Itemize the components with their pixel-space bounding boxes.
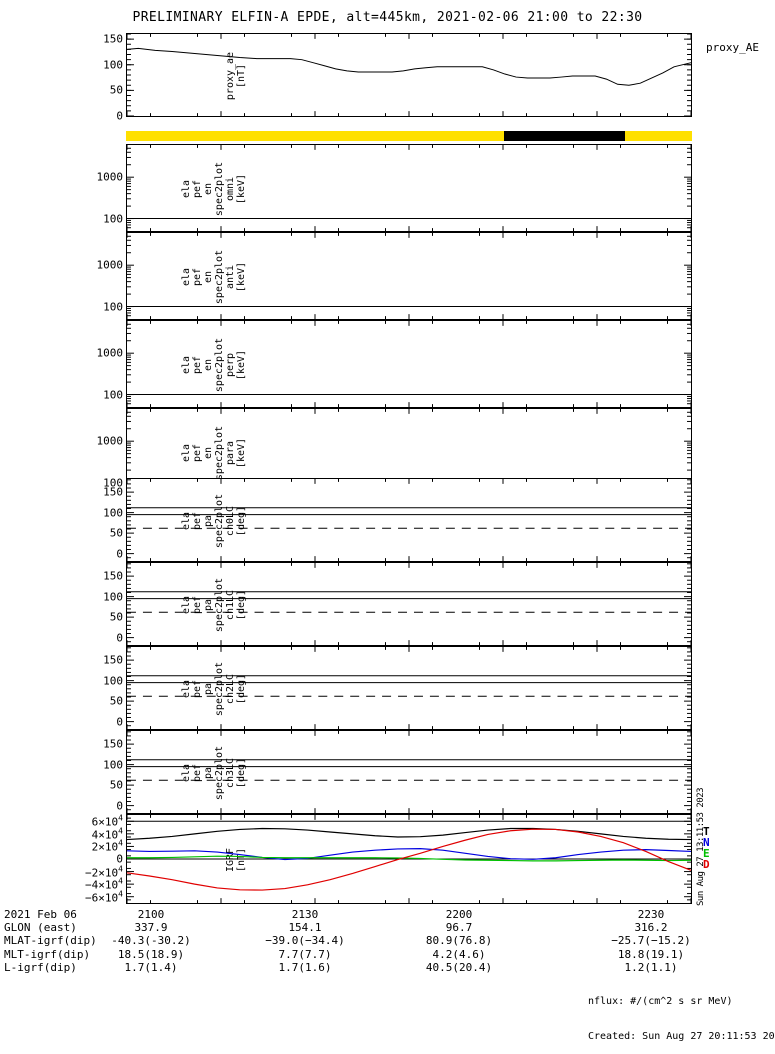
y-tick-label: 150 [103, 653, 123, 667]
table-cell: 2230 [637, 908, 665, 921]
panel-pitch-angle-3: 150 100 50 0 ela pef pa spec2plot ch3LC [deg] [103, 730, 692, 814]
panel-pitch-angle-2: 150 100 50 0 ela pef pa spec2plot ch2LC [deg] [103, 646, 692, 730]
table-cell: 4.2(4.6) [432, 947, 486, 961]
y-tick-label: 0 [116, 109, 123, 123]
table-row-label: MLT-igrf(dip) [4, 947, 91, 961]
y-tick-label: 100 [103, 590, 123, 604]
y-tick-label: 1000 [96, 346, 124, 360]
panel-plot-area [126, 321, 692, 407]
y-tick-label: 50 [109, 83, 123, 97]
y-tick-label: 50 [109, 694, 123, 708]
table-cell: 337.9 [134, 921, 168, 935]
y-tick-label: 100 [103, 506, 123, 520]
igrf-trace-T [126, 827, 692, 841]
y-tick-label: 150 [103, 32, 123, 46]
y-tick-label: 100 [103, 674, 123, 688]
panel-plot-area [126, 647, 692, 729]
y-tick-label: 1000 [96, 258, 124, 272]
igrf-legend-E: E [703, 847, 710, 860]
state-bar-segment-0 [126, 131, 505, 141]
y-tick-label: 0 [116, 799, 123, 813]
y-tick-label: 4×104 [91, 826, 123, 842]
table-cell: 2130 [291, 908, 319, 921]
panel-plot-area [126, 731, 692, 813]
panel-plot-area [126, 145, 692, 231]
y-tick-label: 100 [103, 476, 123, 490]
igrf-trace-N [126, 848, 692, 861]
table-cell: 96.7 [445, 921, 473, 935]
igrf-trace-D [126, 828, 692, 891]
y-tick-label: 50 [109, 610, 123, 624]
y-tick-label: 150 [103, 485, 123, 499]
y-tick-label: 50 [109, 778, 123, 792]
panel-plot-area [126, 479, 692, 561]
table-cell: −25.7(−15.2) [611, 934, 691, 948]
igrf-legend-T: T [703, 825, 710, 838]
y-tick-label: 100 [103, 388, 123, 402]
table-cell: -40.3(-30.2) [111, 934, 191, 948]
y-tick-label: 1000 [96, 434, 124, 448]
proxy-ae-legend-label: proxy_AE [706, 41, 759, 54]
y-tick-label: 100 [103, 300, 123, 314]
y-tick-label: 0 [116, 715, 123, 729]
igrf-created-vertical: Sun Aug 27 13:11:53 2023 [696, 787, 706, 906]
y-tick-label: 0 [116, 852, 123, 866]
table-row-label: GLON (east) [4, 921, 77, 935]
panel-proxy-ae: 150 100 50 0 proxy_ae [nT] [103, 33, 692, 122]
panel-plot-area [126, 233, 692, 319]
created-timestamp: Created: Sun Aug 27 20:11:53 2023 [588, 1030, 775, 1042]
table-cell: 316.2 [634, 921, 668, 935]
nflux-units: nflux: #/(cm^2 s sr MeV) [588, 996, 733, 1007]
y-tick-label: −4×104 [85, 876, 123, 892]
y-tick-label: 50 [109, 526, 123, 540]
panel-plot-area [126, 815, 692, 903]
table-cell: 154.1 [288, 921, 322, 935]
table-row-label: MLAT-igrf(dip) [4, 934, 97, 948]
panel-pitch-angle-0: 150 100 50 0 ela pef pa spec2plot ch0LC [deg] [103, 478, 692, 562]
panel-energy-spectrogram-2: 1000 100 ela pef en spec2plot perp [keV] [97, 320, 692, 408]
y-tick-label: 0 [116, 631, 123, 645]
table-cell: 80.9(76.8) [425, 934, 493, 948]
igrf-trace-E [127, 855, 692, 862]
table-cell: 7.7(7.7) [278, 947, 332, 961]
y-tick-label: 100 [103, 758, 123, 772]
y-tick-label: 150 [103, 737, 123, 751]
table-row-label: 2021 Feb 06 [4, 908, 77, 921]
igrf-legend-N: N [703, 836, 710, 849]
y-tick-label: −2×104 [85, 864, 123, 879]
table-cell: 2200 [445, 908, 473, 921]
panel-plot-area [126, 33, 692, 117]
y-tick-label: 0 [116, 547, 123, 561]
credits-block: nflux: #/(cm^2 s sr MeV) Created: Sun Au… [588, 973, 775, 1054]
y-tick-label: 100 [103, 58, 123, 72]
panel-energy-spectrogram-1: 1000 100 ela pef en spec2plot anti [keV] [97, 232, 692, 320]
y-tick-label: 150 [103, 569, 123, 583]
table-row-label: L-igrf(dip) [4, 960, 77, 974]
panel-plot-area [126, 563, 692, 645]
y-tick-label: −6×104 [85, 889, 123, 905]
table-cell: 40.5(20.4) [425, 960, 493, 974]
table-cell: −39.0(−34.4) [265, 934, 345, 948]
table-cell: 1.2(1.1) [624, 960, 678, 974]
table-cell: 1.7(1.6) [278, 960, 332, 974]
panel-igrf: 6×104 4×104 2×104 0 −2×104 −4×104 −6×104 IGRF [n… [85, 814, 692, 904]
table-cell: 2100 [137, 908, 165, 921]
state-bar-segment-1 [504, 131, 626, 141]
orbit-state-bar [126, 131, 692, 141]
state-bar-segment-2 [625, 131, 692, 141]
panel-pitch-angle-1: 150 100 50 0 ela pef pa spec2plot ch1LC [deg] [103, 562, 692, 646]
page-title: PRELIMINARY ELFIN-A EPDE, alt=445km, 202… [132, 10, 643, 25]
panel-energy-spectrogram-0: 1000 100 ela pef en spec2plot omni [keV] [97, 144, 692, 232]
y-tick-label: 2×104 [91, 839, 123, 854]
y-tick-label: 1000 [96, 170, 124, 184]
table-cell: 1.7(1.4) [124, 960, 178, 974]
table-cell: 18.5(18.9) [117, 947, 185, 961]
y-tick-label: 100 [103, 212, 123, 226]
table-cell: 18.8(19.1) [617, 947, 685, 961]
igrf-legend-D: D [703, 858, 710, 871]
y-tick-label: 6×104 [91, 813, 123, 829]
